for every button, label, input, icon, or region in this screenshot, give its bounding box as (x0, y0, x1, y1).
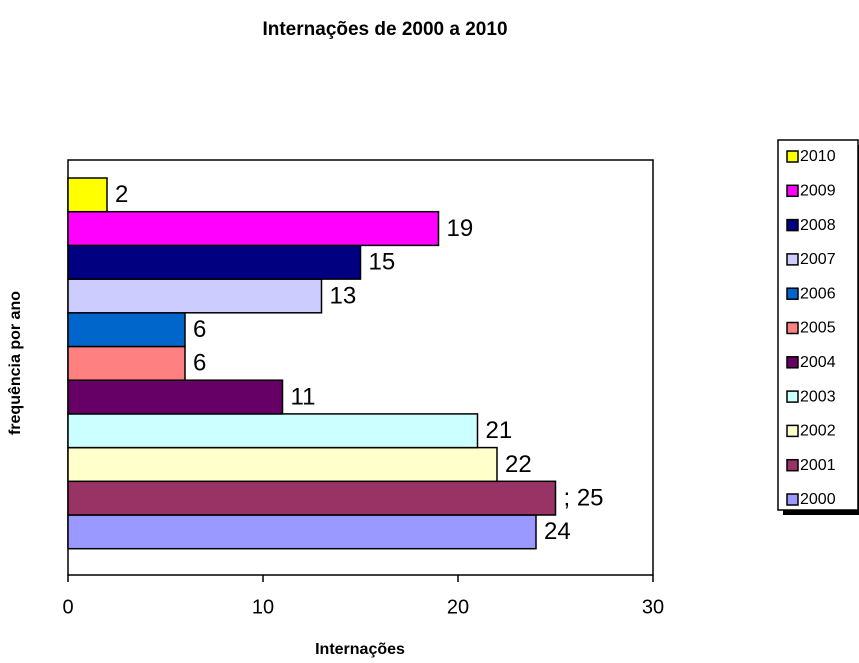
legend-label: 2004 (800, 354, 836, 371)
x-tick-label: 20 (447, 596, 469, 618)
data-label: ; 25 (564, 484, 604, 511)
data-label: 19 (447, 215, 474, 242)
y-axis-label: frequência por ano (7, 291, 24, 435)
legend-swatch (786, 390, 799, 403)
legend-swatch (786, 321, 799, 335)
bar (67, 244, 362, 280)
legend-label: 2001 (800, 457, 836, 474)
bar (67, 446, 498, 483)
legend-label: 2010 (800, 148, 836, 165)
legend-label: 2003 (800, 388, 836, 405)
legend-swatch (786, 356, 799, 369)
legend-swatch (786, 287, 799, 300)
bar (67, 413, 479, 449)
data-label: 21 (486, 417, 513, 444)
chart-title: Internações de 2000 a 2010 (262, 19, 507, 40)
x-tick-label: 30 (642, 596, 664, 618)
legend-swatch (786, 493, 799, 506)
bar (67, 312, 186, 348)
bar (67, 480, 557, 516)
data-label: 22 (505, 451, 532, 478)
legend-swatch (786, 424, 799, 438)
legend-swatch (786, 184, 799, 198)
bar (67, 278, 323, 314)
legend-label: 2008 (800, 217, 836, 234)
data-label: 6 (193, 350, 206, 377)
legend-label: 2009 (800, 183, 836, 200)
bar (67, 177, 108, 213)
data-label: 6 (193, 316, 206, 343)
data-label: 15 (369, 249, 396, 276)
bar (67, 345, 186, 381)
bar (67, 379, 284, 415)
legend-swatch (786, 253, 799, 266)
x-axis-label: Internações (315, 641, 405, 658)
legend-label: 2002 (800, 423, 836, 440)
data-label: 2 (115, 181, 128, 208)
x-tick-label: 0 (62, 596, 73, 618)
legend-label: 2006 (800, 285, 836, 302)
legend-label: 2005 (800, 320, 836, 337)
data-label: 13 (330, 282, 357, 309)
data-label: 24 (544, 518, 571, 545)
bar (67, 514, 537, 550)
legend-label: 2000 (800, 491, 836, 508)
legend-swatch (786, 218, 799, 232)
data-label: 11 (291, 383, 316, 410)
legend-swatch (786, 458, 799, 472)
legend-swatch (786, 150, 799, 163)
legend-label: 2007 (800, 251, 836, 268)
x-tick-label: 10 (252, 596, 274, 618)
bar (67, 210, 440, 247)
